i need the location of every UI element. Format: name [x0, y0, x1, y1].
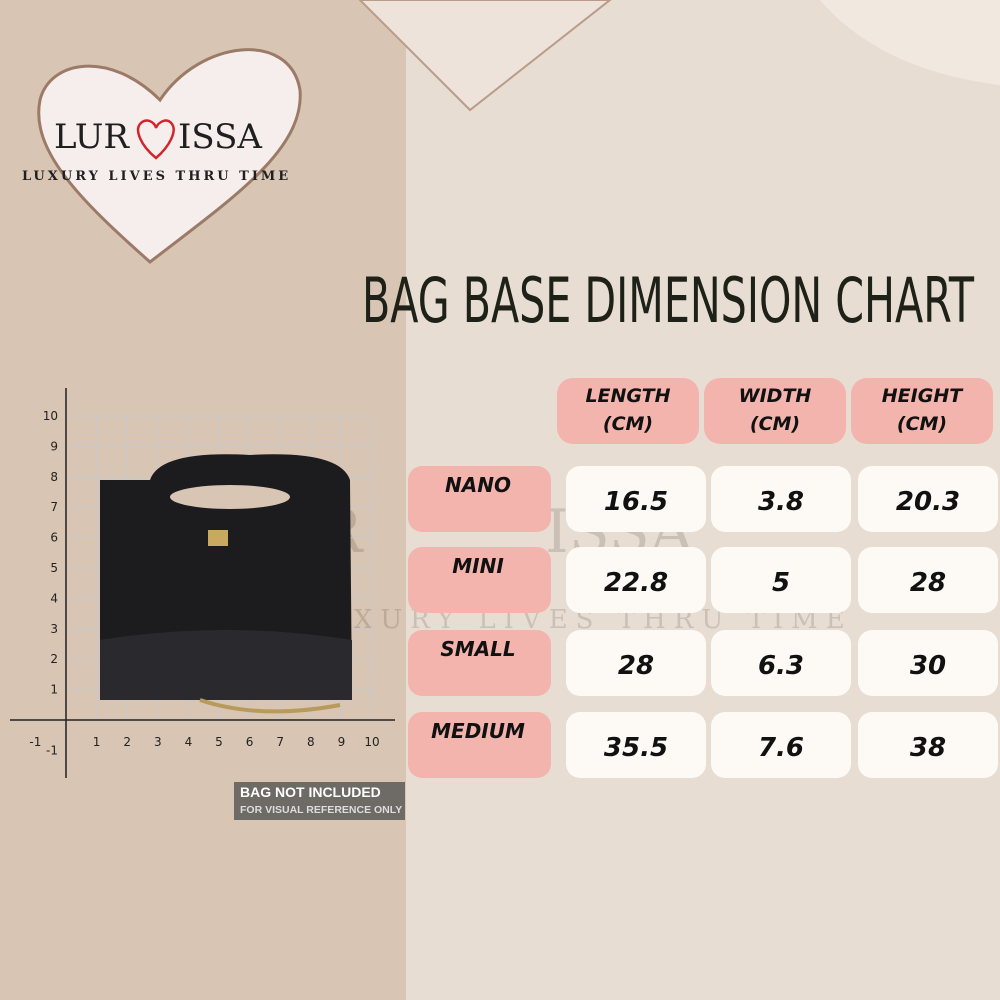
x-tick-label: -1 [29, 735, 41, 749]
y-tick-label: 9 [50, 439, 58, 453]
value-cell [858, 712, 998, 778]
value-cell [711, 712, 851, 778]
title: BAG BASE DIMENSION CHART [362, 264, 975, 337]
x-tick-label: 4 [185, 735, 193, 749]
x-tick-label: 7 [276, 735, 284, 749]
x-tick-label: 2 [123, 735, 131, 749]
value: 30 [910, 651, 946, 681]
x-tick-label: 6 [246, 735, 254, 749]
value: 22.8 [604, 568, 668, 598]
column-unit: (CM) [897, 413, 947, 435]
value: 20.3 [896, 487, 960, 517]
value-cell [566, 466, 706, 532]
y-tick-label: 3 [50, 622, 58, 636]
value-cell [858, 547, 998, 613]
value-cell [566, 630, 706, 696]
logo-heart-icon [136, 119, 175, 160]
column-name: LENGTH [585, 385, 670, 407]
value-cell [711, 547, 851, 613]
row-label-bg [408, 466, 551, 532]
row-label-bg [408, 712, 551, 778]
x-tick-label: 8 [307, 735, 315, 749]
y-tick-label: 2 [50, 652, 58, 666]
value: 6.3 [758, 651, 804, 681]
row-label: MEDIUM [431, 719, 525, 743]
value: 38 [910, 733, 946, 763]
x-tick-label: 10 [364, 735, 379, 749]
value-cell [858, 630, 998, 696]
logo-name: ISSA [178, 117, 262, 157]
value-cell [566, 712, 706, 778]
y-tick-label: 5 [50, 561, 58, 575]
value: 16.5 [604, 487, 668, 517]
column-name: HEIGHT [882, 385, 964, 407]
column-header [704, 378, 846, 444]
dimension-table: LENGTH (CM) WIDTH (CM) HEIGHT (CM) NANO 16.5 3.8… [408, 378, 998, 778]
value-cell [566, 547, 706, 613]
x-tick-label: 9 [338, 735, 346, 749]
value: 28 [910, 568, 946, 598]
decoration [358, 0, 612, 112]
value: 28 [618, 651, 654, 681]
x-tick-label: 1 [93, 735, 101, 749]
y-tick-label: -1 [46, 743, 58, 757]
badge [234, 782, 405, 820]
logo-heart [37, 48, 302, 264]
y-tick-label: 10 [43, 409, 58, 423]
row-label-bg [408, 547, 551, 613]
row-label: MINI [452, 554, 504, 578]
row-label: SMALL [440, 637, 515, 661]
x-tick-label: 3 [154, 735, 162, 749]
logo-tagline: LUXURY LIVES THRU TIME [22, 169, 291, 184]
badge-title: BAG NOT INCLUDED [240, 784, 381, 800]
bag-illustration [100, 454, 352, 714]
column-unit: (CM) [603, 413, 653, 435]
column-header [851, 378, 993, 444]
y-tick-label: 6 [50, 531, 58, 545]
column-name: WIDTH [739, 385, 812, 407]
decoration [820, 0, 1000, 85]
y-tick-label: 8 [50, 470, 58, 484]
value-cell [711, 630, 851, 696]
logo-name: LUR [54, 117, 130, 157]
column-header [557, 378, 699, 444]
y-tick-label: 7 [50, 500, 58, 514]
y-tick-label: 4 [50, 591, 58, 605]
value: 7.6 [758, 733, 804, 763]
row-label-bg [408, 630, 551, 696]
value: 35.5 [604, 733, 668, 763]
value: 3.8 [758, 487, 804, 517]
value: 5 [772, 568, 790, 598]
row-label: NANO [445, 473, 511, 497]
value-cell [858, 466, 998, 532]
badge-note: FOR VISUAL REFERENCE ONLY [240, 804, 402, 816]
y-tick-label: 1 [50, 683, 58, 697]
x-tick-label: 5 [215, 735, 223, 749]
value-cell [711, 466, 851, 532]
column-unit: (CM) [750, 413, 800, 435]
